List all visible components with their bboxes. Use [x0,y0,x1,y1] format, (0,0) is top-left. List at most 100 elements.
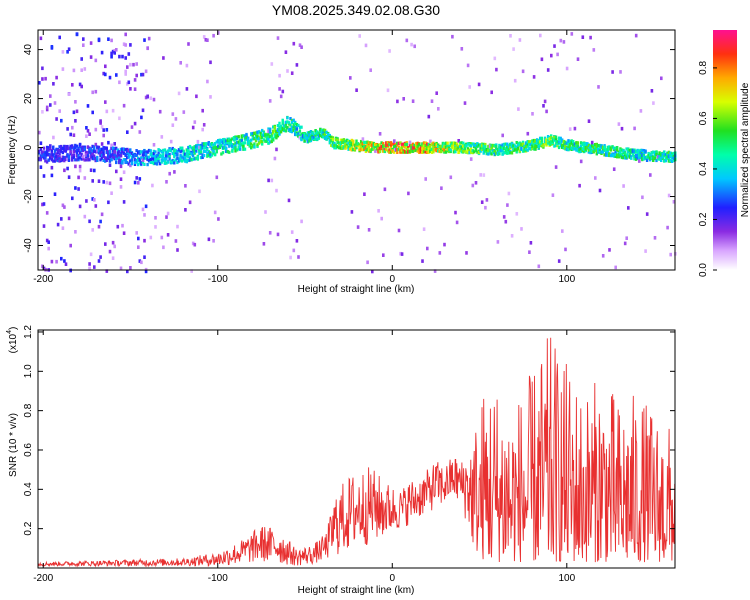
spectrogram-cell [289,117,292,121]
spectrogram-cell [528,250,531,254]
spectrogram-cell [152,143,156,147]
spectrogram-x-tick-label: -200 [33,274,53,285]
spectrogram-cell [644,150,647,154]
spectrogram-cell [254,131,258,135]
spectrogram-cell [66,144,69,149]
spectrogram-cell [504,219,508,224]
spectrogram-cell [286,116,289,120]
spectrogram-cell [179,153,182,158]
spectrogram-cell [196,157,199,161]
spectrogram-cell [278,121,281,125]
spectrogram-cell [179,61,182,65]
spectrogram-cell [528,140,531,144]
spectrogram-cell [371,141,374,145]
spectrogram-cell [251,137,254,141]
spectrogram-cell [257,130,261,134]
spectrogram-cell [303,136,306,140]
spectrogram-cell [45,160,49,164]
spectrogram-cell [184,184,187,188]
snr-multiplier: (x104) [6,327,19,354]
spectrogram-cell [166,151,170,155]
spectrogram-cell [576,141,580,145]
spectrogram-cell [404,149,407,154]
spectrogram-cell [199,143,203,148]
spectrogram-cell [377,143,380,147]
spectrogram-cell [583,142,586,146]
spectrogram-cell [292,125,295,129]
spectrogram-cell [94,89,98,94]
spectrogram-cell [239,147,242,151]
spectrogram-cell [565,141,569,145]
spectrogram-cell [262,138,265,142]
spectrogram-cell [507,151,510,155]
spectrogram-cell [149,96,153,100]
spectrogram-cell [639,155,642,159]
spectrogram-cell [570,32,574,36]
spectrogram-cell [124,158,127,162]
spectrogram-cell [74,230,77,234]
spectrogram-cell [166,154,170,158]
spectrogram-cell [542,144,545,148]
spectrogram-cell [97,224,101,229]
spectrogram-cell [144,95,148,100]
spectrogram-cell [149,235,153,240]
spectrogram-cell [88,158,91,162]
spectrogram-cell [155,162,159,166]
spectrogram-cell [41,66,44,71]
spectrogram-cell [441,141,445,145]
spectrogram-cell [476,150,479,154]
spectrogram-cell [330,135,333,139]
spectrogram-cell [111,149,115,153]
spectrogram-cell [589,145,592,149]
spectrogram-cell [469,147,473,151]
spectrogram-cell [473,150,476,154]
spectrogram-cell [279,130,283,134]
spectrogram-cell [498,147,501,151]
spectrogram-cell [590,144,594,148]
spectrogram-cell [458,145,462,149]
spectrogram-cell [138,161,141,165]
spectrogram-cell [118,80,121,85]
spectrogram-cell [386,88,390,93]
spectrogram-cell [331,138,335,142]
spectrogram-cell [410,144,413,148]
spectrogram-cell [408,140,412,145]
spectrogram-cell [265,133,269,137]
spectrogram-cell [539,33,542,38]
spectrogram-cell [41,202,44,207]
spectrogram-cell [126,156,129,160]
spectrogram-cell [320,132,324,136]
spectrogram-cell [463,149,467,153]
spectrogram-cell [458,141,462,145]
spectrogram-cell [535,144,539,148]
spectrogram-cell [199,156,203,160]
spectrogram-cell [562,139,565,144]
spectrogram-cell [201,146,204,150]
spectrogram-cell [268,127,272,131]
spectrogram-cell [617,153,620,157]
spectrogram-cell [435,91,438,95]
spectrogram-cell [367,145,371,149]
spectrogram-cell [69,147,72,151]
spectrogram-cell [93,149,96,153]
spectrogram-cell [242,145,245,149]
spectrogram-cell [193,242,197,247]
spectrogram-cell [543,140,547,144]
spectrogram-cell [573,146,576,150]
spectrogram-cell [61,146,64,150]
spectrogram-cell [80,157,83,161]
spectrogram-cell [118,149,121,154]
spectrogram-cell [193,120,197,124]
spectrogram-cell [157,151,160,155]
spectrogram-cell [433,148,437,152]
spectrogram-cell [166,233,170,237]
spectrogram-cell [47,158,50,162]
spectrogram-cell [671,159,674,163]
spectrogram-cell [185,158,188,162]
spectrogram-cell [331,141,335,145]
spectrogram-cell [620,155,624,159]
spectrogram-cell [364,149,368,153]
spectrogram-cell [433,142,437,146]
spectrogram-cell [138,259,142,263]
